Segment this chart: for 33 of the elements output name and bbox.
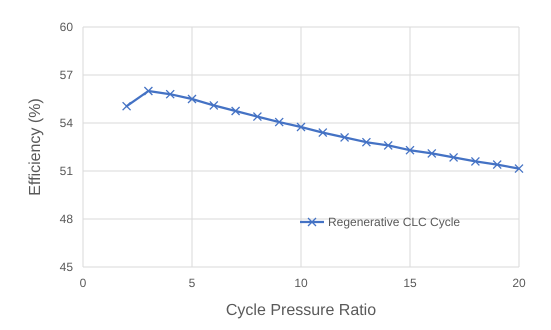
point [166, 90, 175, 99]
y-tick-label: 51 [60, 164, 74, 178]
point [470, 156, 480, 166]
x-tick-label: 20 [512, 276, 526, 290]
point [230, 106, 240, 116]
point [362, 138, 372, 147]
point [252, 112, 262, 122]
point [209, 100, 218, 110]
x-tick-label: 5 [188, 276, 196, 290]
point [514, 164, 524, 174]
y-tick-label: 60 [60, 20, 74, 34]
y-tick-label: 54 [60, 116, 74, 130]
point [187, 94, 197, 104]
point [448, 152, 458, 162]
point [427, 148, 436, 158]
point [405, 146, 415, 155]
y-tick-label: 48 [60, 212, 74, 226]
point [296, 122, 306, 132]
x-tick-label: 10 [294, 276, 308, 290]
y-axis-title: Efficiency (%) [27, 98, 44, 196]
x-tick-label: 15 [403, 276, 417, 290]
point [144, 86, 154, 96]
point [274, 117, 284, 127]
point [340, 132, 350, 142]
x-tick-label: 0 [80, 276, 87, 290]
x-axis-title: Cycle Pressure Ratio [226, 302, 376, 319]
y-tick-label: 57 [60, 68, 74, 82]
y-tick-label: 45 [60, 260, 74, 274]
legend-label: Regenerative CLC Cycle [328, 215, 460, 230]
point [492, 160, 502, 170]
point [122, 102, 132, 111]
point [384, 140, 393, 150]
point [318, 128, 328, 138]
